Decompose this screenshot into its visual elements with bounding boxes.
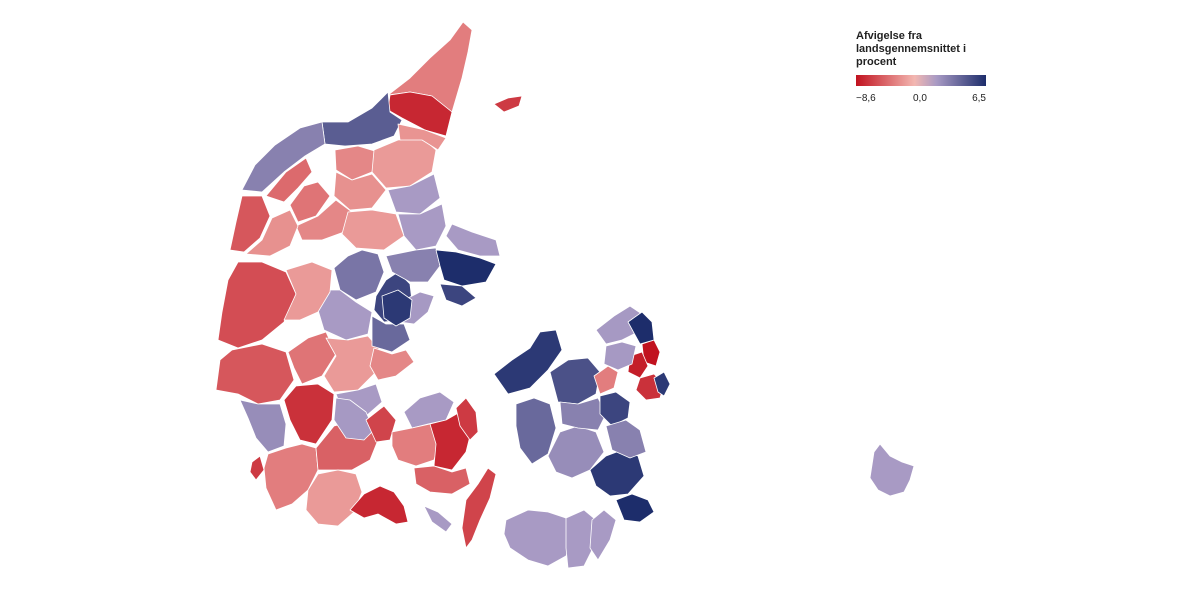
region-langeland[interactable]: [461, 467, 497, 549]
region-frederikshavn[interactable]: [387, 91, 453, 137]
region-bornholm[interactable]: [869, 443, 915, 497]
region-helsingor[interactable]: [627, 311, 655, 345]
region-thisted[interactable]: [241, 121, 326, 193]
region-holbaek[interactable]: [549, 357, 601, 405]
region-djurs-east[interactable]: [445, 223, 501, 257]
region-herning[interactable]: [283, 261, 333, 321]
color-legend: Afvigelse fra landsgennemsnittet i proce…: [856, 30, 991, 105]
region-aarhus-west[interactable]: [371, 315, 411, 353]
region-hjorring[interactable]: [321, 91, 403, 147]
region-kolding[interactable]: [333, 397, 375, 441]
region-ringsted[interactable]: [599, 391, 631, 427]
region-assens[interactable]: [391, 423, 441, 467]
region-lemvig[interactable]: [229, 195, 271, 253]
region-guldborgsund[interactable]: [565, 509, 597, 569]
region-sorø[interactable]: [559, 397, 607, 431]
region-skanderborg[interactable]: [323, 335, 381, 393]
region-viborg[interactable]: [333, 249, 385, 301]
region-billund[interactable]: [283, 383, 335, 445]
region-roskilde[interactable]: [593, 365, 619, 395]
region-ikast-brande[interactable]: [287, 331, 337, 385]
region-randers[interactable]: [385, 247, 441, 283]
region-mors[interactable]: [289, 181, 331, 223]
legend-gradient-bar: [856, 75, 986, 86]
region-mariagerfjord[interactable]: [387, 173, 441, 215]
region-thy-east[interactable]: [265, 157, 313, 203]
region-ringkobing[interactable]: [215, 343, 295, 405]
municipality-regions: [215, 21, 915, 569]
region-laeso-island[interactable]: [493, 95, 523, 113]
region-aero[interactable]: [423, 505, 453, 533]
region-hillerod[interactable]: [603, 341, 637, 371]
region-falster[interactable]: [589, 509, 617, 561]
region-varde[interactable]: [239, 399, 287, 453]
region-vesthimmerland[interactable]: [333, 171, 387, 211]
region-fredericia[interactable]: [365, 405, 397, 443]
region-naestved[interactable]: [589, 449, 645, 497]
region-lolland[interactable]: [503, 509, 575, 567]
region-aarhus-center[interactable]: [381, 289, 413, 327]
region-kalundborg[interactable]: [515, 397, 557, 465]
legend-title: Afvigelse fra landsgennemsnittet i proce…: [856, 30, 967, 68]
region-als[interactable]: [349, 485, 409, 525]
region-syddjurs[interactable]: [439, 283, 477, 307]
region-fano[interactable]: [249, 455, 265, 481]
legend-min-label: −8,6: [856, 93, 876, 104]
region-norddjurs[interactable]: [435, 249, 497, 287]
region-slagelse[interactable]: [547, 425, 605, 479]
region-viborg-north[interactable]: [341, 209, 405, 251]
region-silkeborg[interactable]: [317, 289, 373, 341]
region-kobenhavn-east[interactable]: [653, 371, 671, 397]
legend-mid-label: 0,0: [913, 93, 927, 104]
region-bronderslev[interactable]: [397, 123, 447, 151]
region-faxe[interactable]: [605, 419, 647, 459]
legend-ticks: −8,6 0,0 6,5: [856, 91, 986, 105]
region-haderslev[interactable]: [305, 469, 363, 527]
region-struer[interactable]: [245, 209, 299, 257]
region-svendborg[interactable]: [413, 465, 471, 495]
region-nyborg[interactable]: [455, 397, 479, 441]
legend-max-label: 6,5: [972, 93, 986, 104]
region-vordingborg[interactable]: [615, 493, 655, 523]
region-randers-north[interactable]: [397, 203, 447, 251]
region-odsherred[interactable]: [493, 329, 563, 395]
region-holstebro[interactable]: [217, 261, 297, 349]
region-odder[interactable]: [369, 347, 415, 381]
